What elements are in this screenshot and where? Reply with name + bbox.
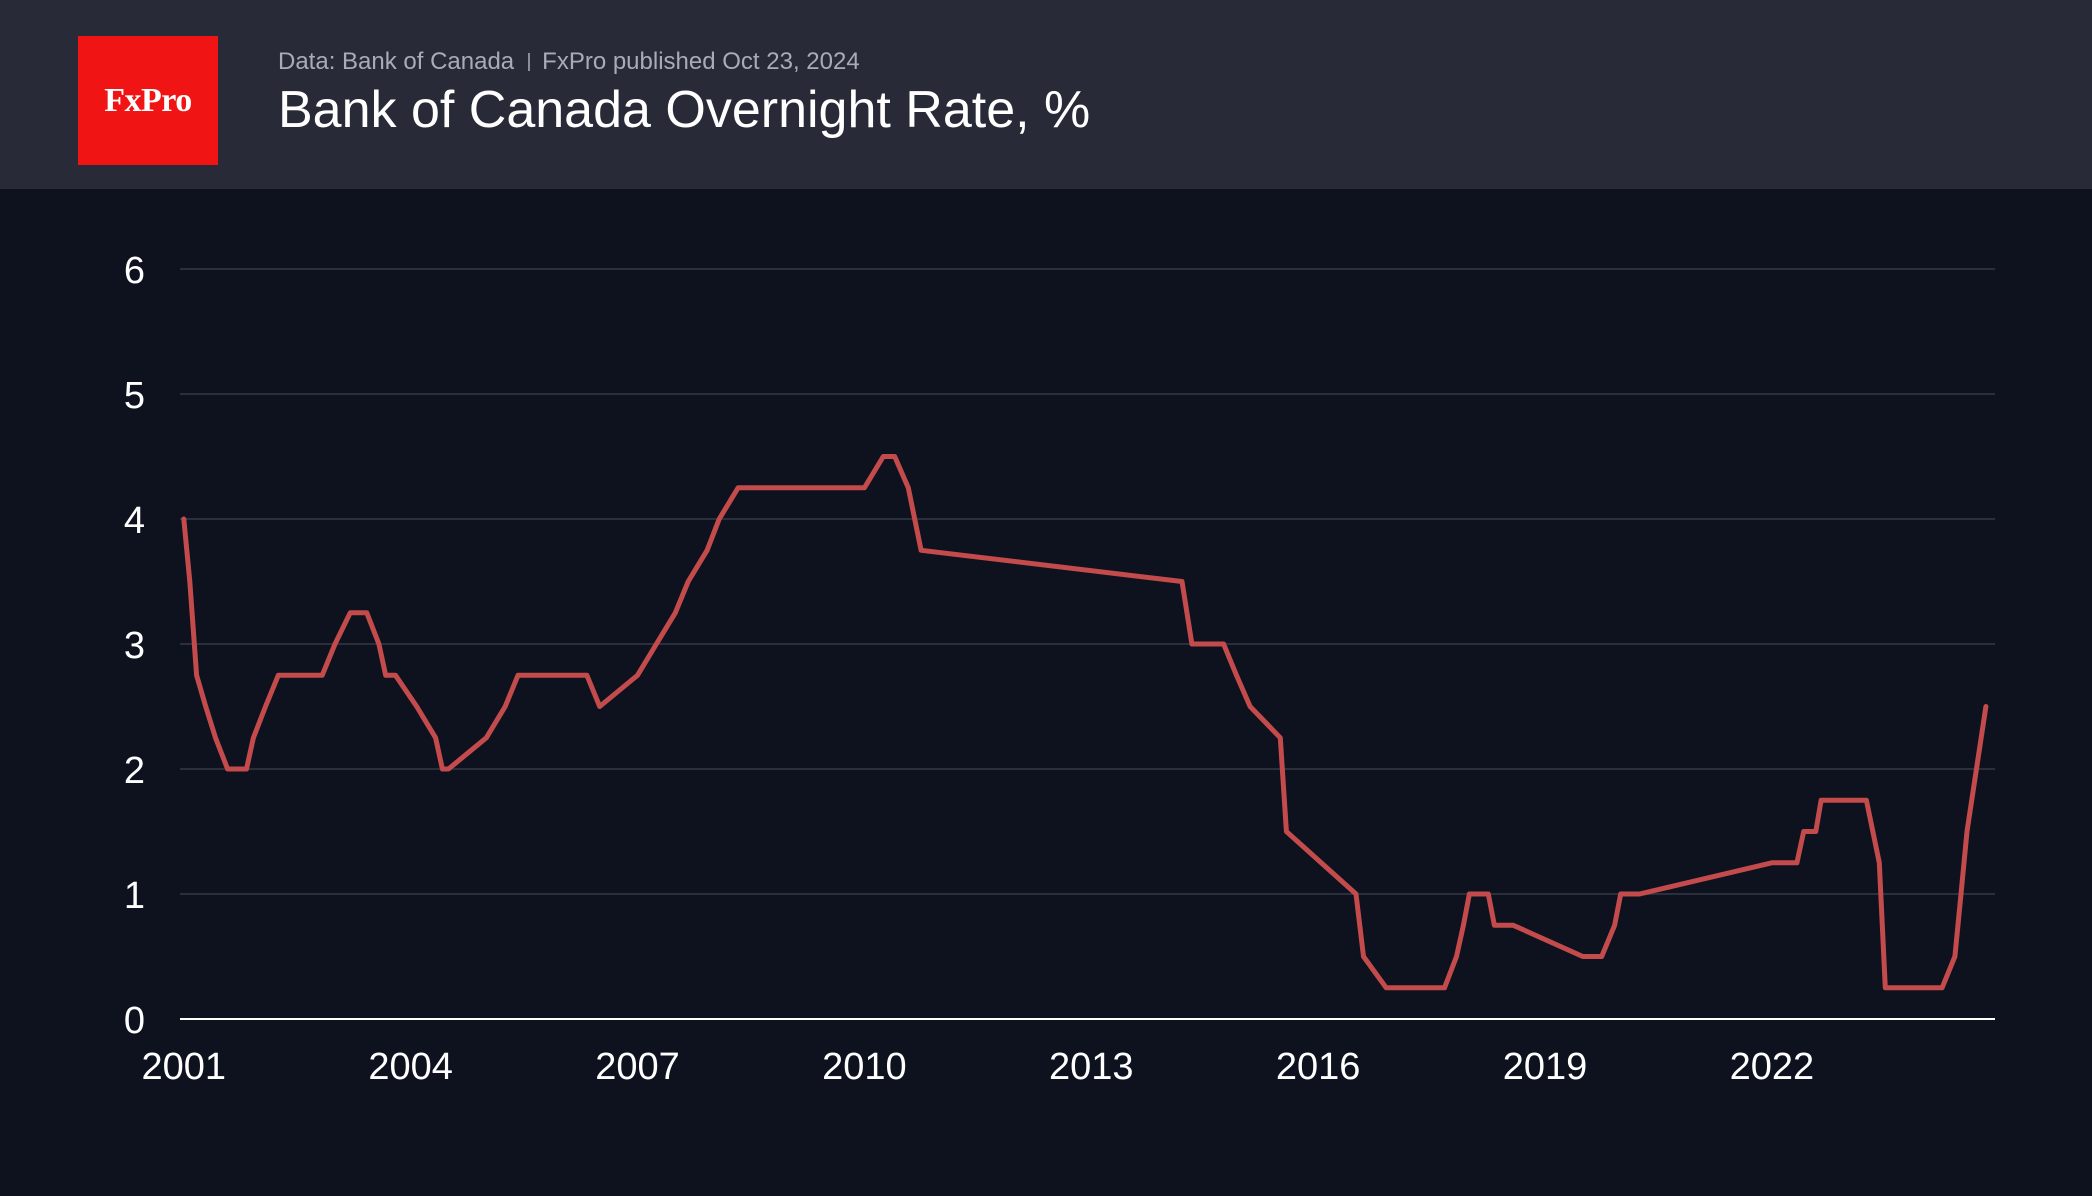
series-line-0 xyxy=(181,454,1989,991)
fxpro-logo: FxPro xyxy=(78,36,218,165)
x-tick-label: 2001 xyxy=(142,1046,227,1088)
x-tick-label: 2016 xyxy=(1276,1046,1361,1088)
x-tick-label: 2019 xyxy=(1503,1046,1588,1088)
logo-text: FxPro xyxy=(104,81,192,119)
y-tick-label: 4 xyxy=(124,500,145,542)
published-date: FxPro published Oct 23, 2024 xyxy=(542,48,860,75)
data-source: Data: Bank of Canada xyxy=(278,48,515,75)
y-tick-label: 1 xyxy=(124,875,145,917)
gridlines xyxy=(180,268,1995,895)
y-axis-tick-labels: 0 1 2 3 4 5 6 xyxy=(124,250,145,1042)
y-tick-label: 2 xyxy=(124,750,145,792)
chart-title: Bank of Canada Overnight Rate, % xyxy=(278,81,1091,139)
x-tick-label: 2004 xyxy=(368,1046,453,1088)
separator xyxy=(528,53,531,71)
header-bar: FxPro Data: Bank of Canada FxPro publish… xyxy=(0,0,2092,189)
y-tick-label: 3 xyxy=(124,625,145,667)
y-tick-label: 0 xyxy=(124,1000,145,1042)
x-axis-tick-labels: 2001 2004 2007 2010 2013 2016 2019 2022 xyxy=(142,1046,1815,1088)
series-group xyxy=(181,454,1989,991)
source-line: Data: Bank of Canada FxPro published Oct… xyxy=(278,48,860,76)
line-chart: 0 1 2 3 4 5 6 2001 2004 2007 2010 2013 2016 2019 2022 xyxy=(124,250,1995,1088)
x-tick-label: 2013 xyxy=(1049,1046,1134,1088)
x-tick-label: 2010 xyxy=(822,1046,907,1088)
y-tick-label: 5 xyxy=(124,375,145,417)
y-tick-label: 6 xyxy=(124,250,145,292)
x-tick-label: 2022 xyxy=(1730,1046,1815,1088)
x-tick-label: 2007 xyxy=(595,1046,680,1088)
